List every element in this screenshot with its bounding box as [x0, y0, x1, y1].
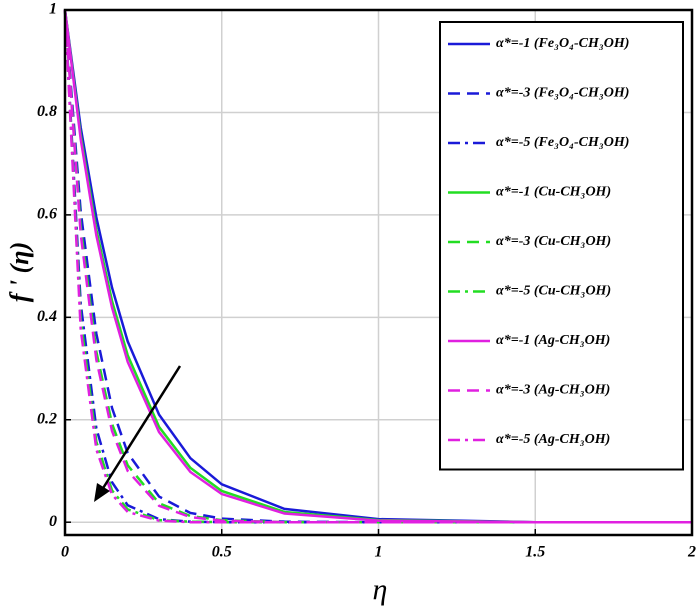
y-tick-label: 0 [49, 513, 57, 530]
y-axis-label: f ' (η) [5, 242, 34, 302]
x-tick-label: 0.5 [212, 544, 232, 561]
legend-label: α*=-1 (Fe₃O₄-CH₃OH) [496, 36, 629, 51]
legend-label: α*=-1 (Cu-CH₃OH) [496, 185, 611, 200]
plot-frame [63, 8, 694, 537]
legend-label: α*=-3 (Cu-CH₃OH) [496, 234, 611, 249]
data-line [63, 9, 692, 524]
legend-label: α*=-5 (Fe₃O₄-CH₃OH) [496, 135, 629, 150]
legend-label: α*=-3 (Fe₃O₄-CH₃OH) [496, 86, 629, 101]
y-tick-label: 0.8 [37, 103, 57, 120]
x-tick-label: 0 [61, 544, 69, 561]
arrow [98, 365, 182, 494]
legend-label: α*=-5 (Cu-CH₃OH) [496, 284, 611, 299]
data-line [63, 9, 692, 524]
x-tick-label: 2 [687, 544, 696, 561]
y-tick-label: 0.4 [37, 308, 57, 325]
y-tick-label: 1 [49, 1, 57, 18]
x-axis-label: η [373, 573, 388, 606]
legend-label: α*=-3 (Ag-CH₃OH) [496, 383, 610, 398]
y-tick-label: 0.2 [37, 410, 57, 427]
legend-box [439, 21, 684, 471]
legend-label: α*=-1 (Ag-CH₃OH) [496, 333, 610, 348]
data-line [63, 9, 692, 524]
arrow-head [94, 483, 110, 502]
legend-label: α*=-5 (Ag-CH₃OH) [496, 432, 610, 447]
x-tick-label: 1.5 [525, 544, 545, 561]
x-tick-label: 1 [375, 544, 383, 561]
y-tick-label: 0.6 [37, 206, 57, 223]
